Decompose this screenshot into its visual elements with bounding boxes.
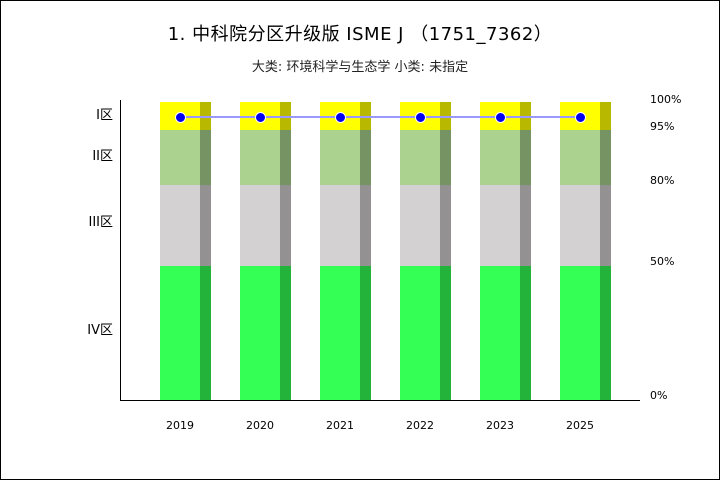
zone-iv-segment — [480, 266, 520, 400]
bar-2019 — [160, 102, 211, 400]
zone-iv-segment-shade — [440, 266, 451, 400]
zone-ii-segment — [560, 130, 600, 185]
percent-tick-label: 95% — [650, 120, 675, 133]
data-point-marker — [495, 112, 506, 123]
year-label: 2019 — [166, 419, 194, 432]
zone-iv-segment-shade — [200, 266, 211, 400]
zone-iii-segment-shade — [200, 185, 211, 266]
zone-iii-segment-shade — [360, 185, 371, 266]
year-label: 2021 — [326, 419, 354, 432]
zone-label: II区 — [92, 149, 113, 164]
zone-iv-segment — [240, 266, 280, 400]
zone-iii-segment-shade — [520, 185, 531, 266]
data-point-marker — [415, 112, 426, 123]
trend-line — [180, 116, 580, 118]
zone-iv-segment — [320, 266, 360, 400]
bar-2025 — [560, 102, 611, 400]
year-label: 2020 — [246, 419, 274, 432]
zone-iii-segment — [560, 185, 600, 266]
data-point-marker — [255, 112, 266, 123]
zone-ii-segment — [240, 130, 280, 185]
percent-tick-label: 100% — [650, 93, 682, 106]
chart-title: 1. 中科院分区升级版 ISME J （1751_7362） — [167, 24, 553, 45]
zone-label: I区 — [96, 108, 113, 123]
y-axis-line — [120, 100, 121, 400]
bar-2021 — [320, 102, 371, 400]
zone-iii-segment-shade — [440, 185, 451, 266]
zone-iv-segment — [560, 266, 600, 400]
zone-ii-segment-shade — [440, 130, 451, 185]
zone-ii-segment — [480, 130, 520, 185]
bar-2022 — [400, 102, 451, 400]
zone-ii-segment-shade — [360, 130, 371, 185]
zone-ii-segment-shade — [280, 130, 291, 185]
zone-label: IV区 — [87, 323, 113, 338]
zone-ii-segment-shade — [200, 130, 211, 185]
percent-tick-label: 50% — [650, 255, 675, 268]
data-point-marker — [335, 112, 346, 123]
zone-iii-segment — [400, 185, 440, 266]
zone-iv-segment-shade — [280, 266, 291, 400]
zone-iv-segment-shade — [600, 266, 611, 400]
zone-ii-segment — [400, 130, 440, 185]
year-label: 2023 — [486, 419, 514, 432]
bar-2020 — [240, 102, 291, 400]
zone-iii-segment — [320, 185, 360, 266]
bar-2023 — [480, 102, 531, 400]
x-axis-line — [120, 400, 640, 401]
zone-ii-segment — [320, 130, 360, 185]
zone-iii-segment-shade — [600, 185, 611, 266]
zone-iv-segment — [400, 266, 440, 400]
percent-tick-label: 0% — [650, 389, 668, 402]
data-point-marker — [175, 112, 186, 123]
zone-iv-segment-shade — [520, 266, 531, 400]
year-label: 2022 — [406, 419, 434, 432]
data-point-marker — [575, 112, 586, 123]
year-label: 2025 — [566, 419, 594, 432]
zone-ii-segment-shade — [520, 130, 531, 185]
zone-iii-segment — [240, 185, 280, 266]
percent-tick-label: 80% — [650, 174, 675, 187]
zone-i-segment-shade — [600, 102, 611, 130]
zone-iv-segment-shade — [360, 266, 371, 400]
zone-iii-segment-shade — [280, 185, 291, 266]
chart-subtitle: 大类: 环境科学与生态学 小类: 未指定 — [251, 60, 469, 75]
zone-iii-segment — [160, 185, 200, 266]
zone-iii-segment — [480, 185, 520, 266]
zone-ii-segment-shade — [600, 130, 611, 185]
zone-iv-segment — [160, 266, 200, 400]
zone-label: III区 — [88, 215, 113, 230]
zone-ii-segment — [160, 130, 200, 185]
